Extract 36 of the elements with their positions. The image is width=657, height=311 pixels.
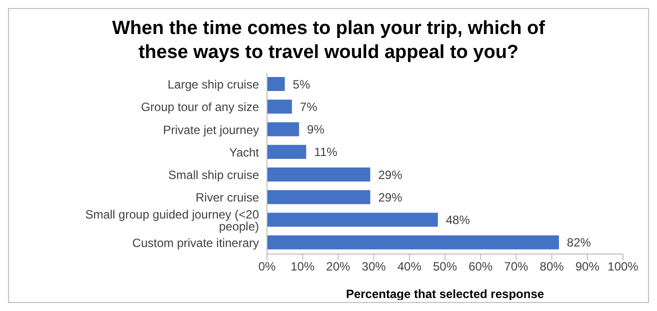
data-label: 82% bbox=[566, 236, 592, 250]
bar bbox=[267, 190, 370, 204]
bar bbox=[267, 122, 300, 136]
x-tick-label: 60% bbox=[468, 260, 493, 274]
data-label: 5% bbox=[292, 77, 310, 92]
data-label: 7% bbox=[300, 100, 318, 114]
x-tick-label: 20% bbox=[326, 260, 351, 274]
x-tick-label: 70% bbox=[504, 260, 529, 274]
x-tick-label: 10% bbox=[290, 260, 315, 274]
data-label: 29% bbox=[378, 190, 403, 204]
data-label: 29% bbox=[378, 168, 403, 182]
bar bbox=[267, 100, 292, 114]
data-label: 9% bbox=[307, 122, 325, 137]
x-tick-label: 90% bbox=[575, 260, 600, 274]
x-tick-label: 40% bbox=[397, 260, 422, 274]
data-label: 48% bbox=[446, 213, 470, 228]
chart-title: When the time comes to plan your trip, which of these ways to travel would appeal to you? bbox=[111, 17, 546, 65]
bar bbox=[267, 168, 370, 182]
x-tick-label: 50% bbox=[432, 260, 458, 274]
y-tick-label: Small group guided journey (<20 people) bbox=[85, 207, 260, 234]
data-label: 11% bbox=[314, 145, 338, 160]
bar bbox=[267, 212, 438, 227]
bar bbox=[267, 235, 559, 250]
y-tick-label: Private jet journey bbox=[162, 122, 259, 137]
x-tick-label: 100% bbox=[608, 260, 639, 274]
y-tick-label: River cruise bbox=[196, 190, 260, 205]
x-tick-label: 30% bbox=[362, 260, 386, 274]
y-tick-label: Small ship cruise bbox=[168, 168, 260, 182]
y-tick-label: Large ship cruise bbox=[168, 78, 260, 92]
x-tick-label: 0% bbox=[258, 260, 276, 274]
x-tick-label: 80% bbox=[540, 260, 564, 274]
y-tick-label: Yacht bbox=[229, 145, 260, 160]
y-tick-label: Custom private itinerary bbox=[132, 236, 259, 250]
y-tick-label: Group tour of any size bbox=[140, 100, 260, 114]
bar bbox=[267, 77, 285, 91]
bar bbox=[267, 144, 306, 159]
